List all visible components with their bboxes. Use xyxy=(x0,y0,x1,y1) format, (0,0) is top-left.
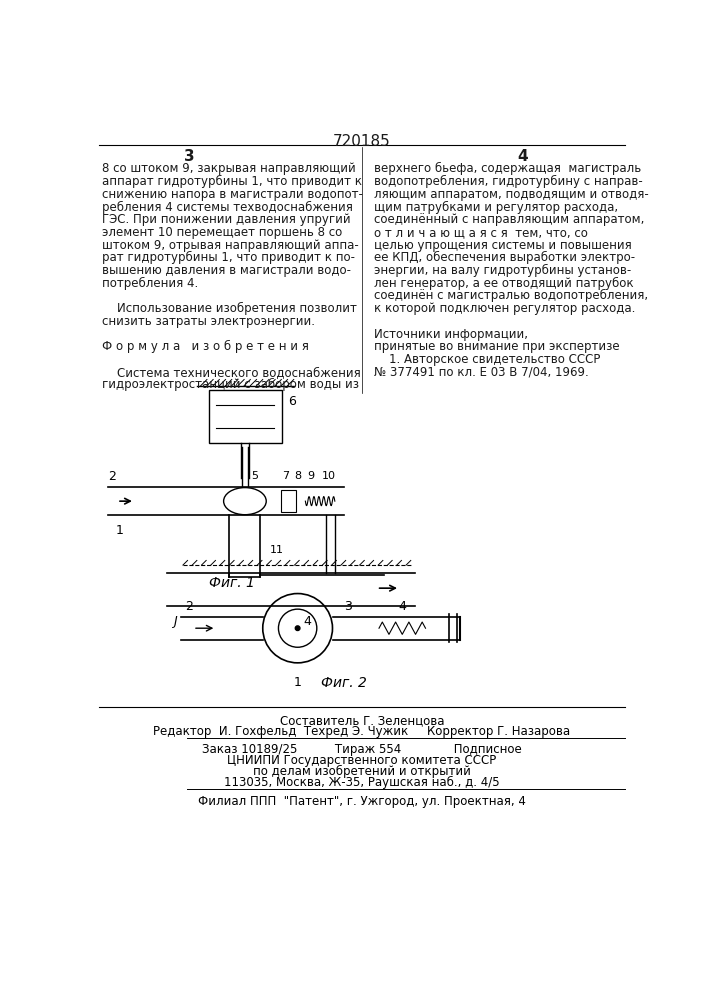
Text: Использование изобретения позволит: Использование изобретения позволит xyxy=(103,302,357,315)
Text: 113035, Москва, Ж-35, Раушская наб., д. 4/5: 113035, Москва, Ж-35, Раушская наб., д. … xyxy=(224,776,500,789)
Circle shape xyxy=(296,626,300,631)
Text: соединённый с направляющим аппаратом,: соединённый с направляющим аппаратом, xyxy=(373,213,644,226)
Text: Система технического водоснабжения: Система технического водоснабжения xyxy=(103,366,361,379)
Text: снизить затраты электроэнергии.: снизить затраты электроэнергии. xyxy=(103,315,315,328)
Text: 1. Авторское свидетельство СССР: 1. Авторское свидетельство СССР xyxy=(373,353,600,366)
Text: 2: 2 xyxy=(107,470,115,483)
Text: штоком 9, отрывая направляющий аппа-: штоком 9, отрывая направляющий аппа- xyxy=(103,239,359,252)
Text: ляющим аппаратом, подводящим и отводя-: ляющим аппаратом, подводящим и отводя- xyxy=(373,188,648,201)
Text: 1: 1 xyxy=(293,676,302,689)
Text: ребления 4 системы техводоснабжения: ребления 4 системы техводоснабжения xyxy=(103,200,354,214)
Text: 2: 2 xyxy=(185,600,193,613)
Text: J: J xyxy=(173,615,177,628)
Text: 9: 9 xyxy=(308,471,315,481)
Text: Заказ 10189/25          Тираж 554              Подписное: Заказ 10189/25 Тираж 554 Подписное xyxy=(202,743,522,756)
Text: принятые во внимание при экспертизе: принятые во внимание при экспертизе xyxy=(373,340,619,353)
Text: Источники информации,: Источники информации, xyxy=(373,328,527,341)
Text: Фиг. 2: Фиг. 2 xyxy=(321,676,367,690)
Text: щим патрубками и регулятор расхода,: щим патрубками и регулятор расхода, xyxy=(373,200,618,214)
Text: о т л и ч а ю щ а я с я  тем, что, со: о т л и ч а ю щ а я с я тем, что, со xyxy=(373,226,588,239)
Text: лен генератор, а ее отводящий патрубок: лен генератор, а ее отводящий патрубок xyxy=(373,277,633,290)
Text: вышению давления в магистрали водо-: вышению давления в магистрали водо- xyxy=(103,264,351,277)
Text: 10: 10 xyxy=(322,471,336,481)
Text: 3: 3 xyxy=(184,149,194,164)
Text: 3: 3 xyxy=(344,600,352,613)
Bar xyxy=(209,389,282,443)
Text: 1: 1 xyxy=(115,524,123,537)
Text: целью упрощения системы и повышения: целью упрощения системы и повышения xyxy=(373,239,631,252)
Text: 5: 5 xyxy=(252,471,259,481)
Text: к которой подключен регулятор расхода.: к которой подключен регулятор расхода. xyxy=(373,302,635,315)
Text: снижению напора в магистрали водопот-: снижению напора в магистрали водопот- xyxy=(103,188,363,201)
Text: 4: 4 xyxy=(517,149,527,164)
Text: 7: 7 xyxy=(282,471,290,481)
Text: 4: 4 xyxy=(398,600,407,613)
Text: Редактор  И. Гохфельд  Техред Э. Чужик     Корректор Г. Назарова: Редактор И. Гохфельд Техред Э. Чужик Кор… xyxy=(153,725,571,738)
Text: рат гидротурбины 1, что приводит к по-: рат гидротурбины 1, что приводит к по- xyxy=(103,251,356,264)
Text: ЦНИИПИ Государственного комитета СССР: ЦНИИПИ Государственного комитета СССР xyxy=(228,754,496,767)
Text: Филиал ППП  "Патент", г. Ужгород, ул. Проектная, 4: Филиал ППП "Патент", г. Ужгород, ул. Про… xyxy=(198,795,526,808)
Text: соединён с магистралью водопотребления,: соединён с магистралью водопотребления, xyxy=(373,289,648,302)
Text: ее КПД, обеспечения выработки электро-: ее КПД, обеспечения выработки электро- xyxy=(373,251,635,264)
Text: Фиг. 1: Фиг. 1 xyxy=(209,576,255,590)
Text: ГЭС. При понижении давления упругий: ГЭС. При понижении давления упругий xyxy=(103,213,351,226)
Text: потребления 4.: потребления 4. xyxy=(103,277,199,290)
Text: 6: 6 xyxy=(288,395,296,408)
Text: по делам изобретений и открытий: по делам изобретений и открытий xyxy=(253,765,471,778)
Text: № 377491 по кл. Е 03 В 7/04, 1969.: № 377491 по кл. Е 03 В 7/04, 1969. xyxy=(373,366,588,379)
Text: гидроэлектростанций с забором воды из: гидроэлектростанций с забором воды из xyxy=(103,378,359,391)
Text: водопотребления, гидротурбину с направ-: водопотребления, гидротурбину с направ- xyxy=(373,175,643,188)
Text: 8 со штоком 9, закрывая направляющий: 8 со штоком 9, закрывая направляющий xyxy=(103,162,356,175)
Text: верхнего бьефа, содержащая  магистраль: верхнего бьефа, содержащая магистраль xyxy=(373,162,641,175)
Text: энергии, на валу гидротурбины установ-: энергии, на валу гидротурбины установ- xyxy=(373,264,631,277)
Text: аппарат гидротурбины 1, что приводит к: аппарат гидротурбины 1, что приводит к xyxy=(103,175,362,188)
Text: 8: 8 xyxy=(294,471,301,481)
Text: Составитель Г. Зеленцова: Составитель Г. Зеленцова xyxy=(280,714,444,727)
Text: 4: 4 xyxy=(303,615,311,628)
Text: элемент 10 перемещает поршень 8 со: элемент 10 перемещает поршень 8 со xyxy=(103,226,343,239)
Text: 11: 11 xyxy=(270,545,284,555)
Text: Ф о р м у л а   и з о б р е т е н и я: Ф о р м у л а и з о б р е т е н и я xyxy=(103,340,309,353)
Text: 720185: 720185 xyxy=(333,134,391,149)
Bar xyxy=(281,490,296,512)
